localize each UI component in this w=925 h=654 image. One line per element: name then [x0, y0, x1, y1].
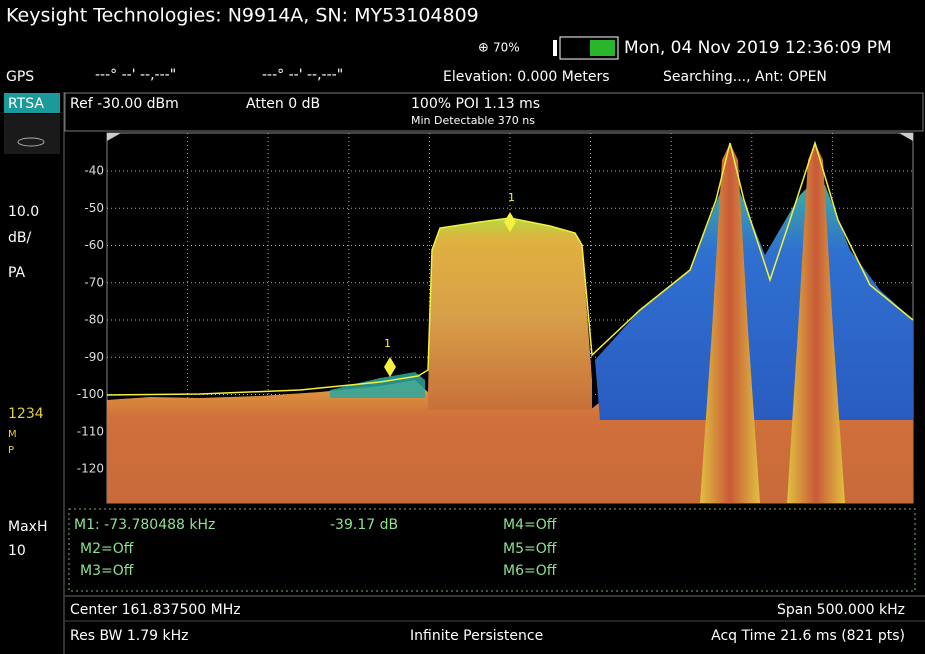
y-tick-label: -100 — [77, 387, 104, 401]
elevation: Elevation: 0.000 Meters — [443, 69, 610, 85]
title: Keysight Technologies: N9914A, SN: MY531… — [6, 5, 479, 27]
marker-3-row[interactable]: M3=Off — [80, 563, 134, 579]
y-tick-label: -40 — [84, 164, 104, 178]
marker-1-value: -39.17 dB — [330, 517, 398, 533]
marker-2-row[interactable]: M2=Off — [80, 541, 134, 557]
peak-2 — [787, 143, 845, 503]
center-frequency: Center 161.837500 MHz — [70, 602, 241, 618]
mode-panel — [4, 114, 60, 154]
detector: MaxH — [8, 519, 47, 535]
attenuation: Atten 0 dB — [246, 96, 320, 112]
datetime: Mon, 04 Nov 2019 12:36:09 PM — [624, 38, 892, 58]
scale-unit: dB/ — [8, 230, 31, 246]
marker-5-row[interactable]: M5=Off — [503, 541, 557, 557]
battery-fill — [590, 40, 615, 56]
marker-1-delta[interactable] — [384, 357, 396, 377]
min-detectable: Min Detectable 370 ns — [411, 114, 535, 127]
gps-label: GPS — [6, 69, 34, 85]
marker-1-delta-label: 1 — [384, 337, 391, 350]
marker-table — [68, 508, 916, 592]
y-tick-label: -70 — [84, 275, 104, 289]
gps-icon: ⊕ — [478, 41, 489, 56]
battery-level: 70% — [493, 41, 520, 55]
scale: 10.0 — [8, 204, 39, 220]
trace-p: P — [8, 445, 14, 456]
sweep-icon — [17, 137, 45, 147]
poi: 100% POI 1.13 ms — [411, 96, 540, 112]
gps-status: Searching..., Ant: OPEN — [663, 69, 827, 85]
battery-tip — [553, 40, 557, 56]
y-tick-label: -60 — [84, 238, 104, 252]
y-tick-label: -80 — [84, 313, 104, 327]
preamp: PA — [8, 265, 26, 281]
res-bw: Res BW 1.79 kHz — [70, 628, 188, 644]
marker-1[interactable] — [504, 212, 516, 232]
marker-1-label: 1 — [508, 191, 515, 204]
ref-level: Ref -30.00 dBm — [70, 96, 179, 112]
max-hold-trace — [106, 140, 914, 396]
marker-4-row[interactable]: M4=Off — [503, 517, 557, 533]
average-count: 10 — [8, 543, 26, 559]
gps-lat: ---° --' --,---" — [95, 67, 176, 83]
corner — [107, 133, 121, 141]
battery — [559, 36, 619, 60]
acq-time: Acq Time 21.6 ms (821 pts) — [711, 628, 905, 644]
spectrum: 1 1 — [106, 140, 914, 503]
signal-block — [428, 218, 592, 410]
marker-6-row[interactable]: M6=Off — [503, 563, 557, 579]
mode-badge[interactable] — [4, 93, 60, 113]
traces: 1234 — [8, 406, 44, 422]
marker-1-row[interactable]: M1: -73.780488 kHz — [74, 517, 215, 533]
span: Span 500.000 kHz — [777, 602, 905, 618]
corner — [899, 133, 913, 141]
y-tick-label: -50 — [84, 201, 104, 215]
persistence: Infinite Persistence — [410, 628, 543, 644]
settings-bar — [64, 92, 924, 132]
mode[interactable]: RTSA — [8, 96, 44, 112]
y-tick-label: -90 — [84, 350, 104, 364]
y-tick-label: -120 — [77, 462, 104, 476]
gps-lon: ---° --' --,---" — [262, 67, 343, 83]
y-tick-label: -110 — [77, 424, 104, 438]
peak-1 — [700, 143, 760, 503]
trace-m: M — [8, 429, 17, 440]
